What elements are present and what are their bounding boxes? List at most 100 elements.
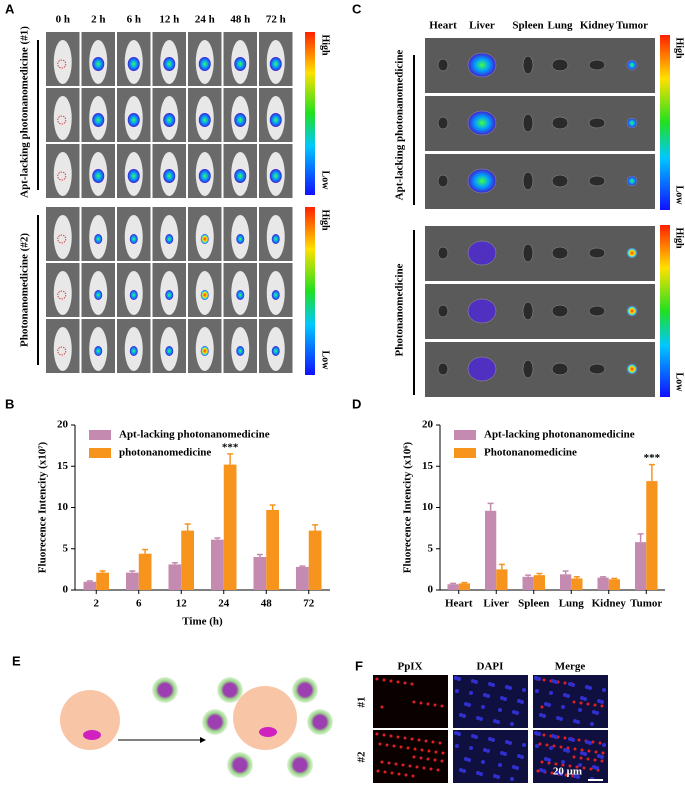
nucleus-stain <box>503 752 507 756</box>
nanoparticle <box>202 709 228 735</box>
nucleus-stain <box>457 677 461 681</box>
stain <box>375 677 379 681</box>
scale-bar-label: 20 μm <box>553 766 582 778</box>
stain <box>385 743 389 747</box>
stain <box>438 741 442 745</box>
organ <box>588 305 606 317</box>
time-label: 6 h <box>127 14 141 26</box>
stain <box>566 746 570 750</box>
organ-label: Spleen <box>512 20 543 32</box>
nucleus-stain <box>469 691 473 695</box>
organ <box>588 117 606 129</box>
stain <box>586 757 590 761</box>
stain <box>540 705 544 709</box>
bar <box>522 576 534 590</box>
panel-letter: C <box>352 1 362 16</box>
stain <box>396 735 400 739</box>
stain <box>589 767 593 771</box>
marker <box>57 115 67 125</box>
nucleus-stain <box>554 735 558 739</box>
stain <box>410 737 414 741</box>
nucleus-stain <box>535 689 539 693</box>
organ <box>437 304 449 318</box>
nucleus-stain <box>503 697 507 701</box>
signal <box>92 169 105 183</box>
nucleus-stain <box>542 769 546 773</box>
organ <box>437 58 449 72</box>
signal <box>269 57 282 71</box>
organ <box>467 356 497 382</box>
signal <box>163 57 176 71</box>
organ <box>626 117 638 129</box>
stain <box>383 770 387 774</box>
stain <box>600 704 604 708</box>
signal <box>129 290 138 300</box>
stain <box>408 764 412 768</box>
organ <box>551 58 569 72</box>
nucleus-stain <box>561 760 565 764</box>
signal <box>234 57 247 71</box>
signal <box>94 346 103 356</box>
signal <box>236 234 245 244</box>
organ <box>522 113 534 133</box>
nucleus-stain <box>498 763 502 767</box>
organ <box>522 359 534 379</box>
stain <box>536 769 540 773</box>
stain <box>563 736 567 740</box>
diagram <box>60 677 333 778</box>
nanoparticle <box>152 677 178 703</box>
stain <box>403 681 407 685</box>
organ <box>437 246 449 260</box>
nanoparticle <box>307 709 333 735</box>
y-tick-label: 15 <box>422 460 434 472</box>
marker <box>57 171 67 181</box>
stain <box>396 680 400 684</box>
stain <box>542 733 546 737</box>
organ-label: Heart <box>429 20 457 32</box>
x-tick-label: Tumor <box>630 598 662 610</box>
nucleus-stain <box>602 688 606 692</box>
signal <box>129 234 138 244</box>
nucleus-stain <box>479 717 483 721</box>
time-label: 12 h <box>159 14 179 26</box>
group-label: Photonanomedicine (#2) <box>19 233 31 347</box>
organ <box>467 298 497 324</box>
stain <box>580 748 584 752</box>
stain <box>547 761 551 765</box>
stain <box>390 771 394 775</box>
stain <box>575 765 579 769</box>
panel-letter: E <box>12 653 21 668</box>
stain <box>579 701 583 705</box>
nucleus-stain <box>595 711 599 715</box>
stain <box>538 742 542 746</box>
stain <box>587 749 591 753</box>
organ <box>588 59 606 71</box>
signal <box>271 346 280 356</box>
time-label: 24 h <box>195 14 215 26</box>
stain <box>412 755 416 759</box>
row-label: #2 <box>356 751 368 763</box>
organ <box>467 52 497 78</box>
group-label: Apt-lacking photonanomedicine (#1) <box>19 26 31 198</box>
signal <box>236 346 245 356</box>
nucleus-stain <box>496 775 500 779</box>
y-tick-label: 20 <box>57 419 69 431</box>
nucleus-stain <box>467 703 471 707</box>
bar <box>181 530 194 590</box>
nucleus-stain <box>576 775 580 779</box>
stain <box>406 746 410 750</box>
organ <box>467 168 497 194</box>
legend-swatch <box>89 430 111 440</box>
nucleus-stain <box>462 714 466 718</box>
nucleus-stain <box>467 758 471 762</box>
organ <box>626 175 638 187</box>
stain <box>572 700 576 704</box>
organ <box>588 247 606 259</box>
nucleus-stain <box>554 680 558 684</box>
stain <box>550 771 554 775</box>
stain <box>399 745 403 749</box>
organ <box>467 110 497 136</box>
nucleus-stain <box>520 700 524 704</box>
organ <box>626 363 638 375</box>
y-tick-label: 5 <box>63 542 69 554</box>
